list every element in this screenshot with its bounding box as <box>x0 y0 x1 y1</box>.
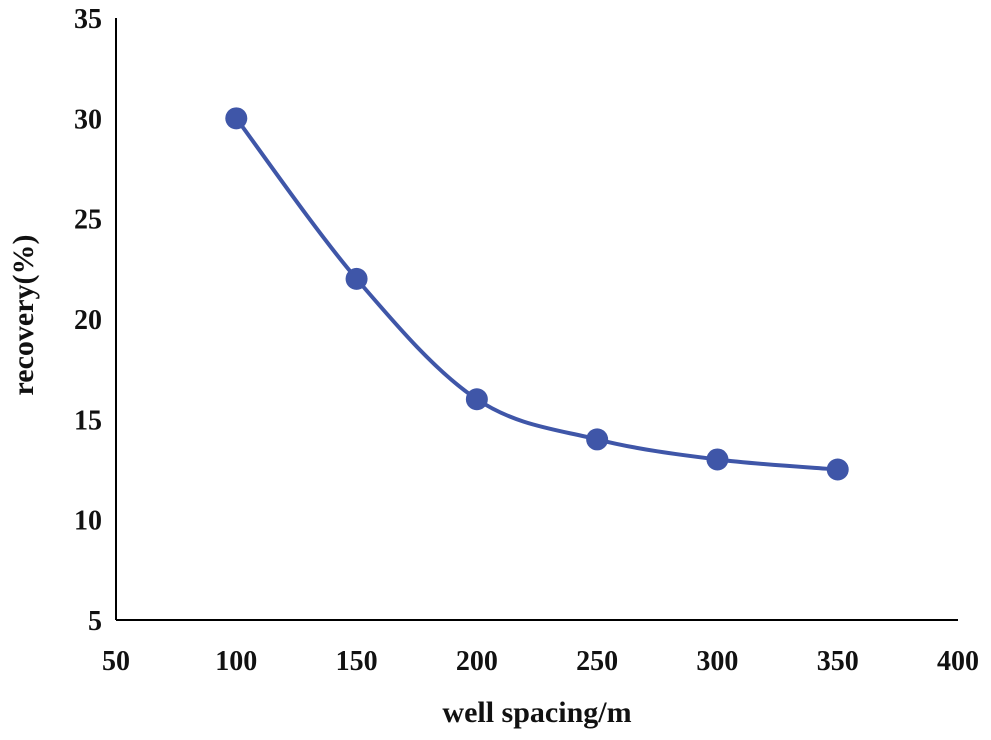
y-tick-labels: 5 10 15 20 25 30 35 <box>74 4 102 637</box>
x-tick-labels: 50 100 150 200 250 300 350 400 <box>102 646 979 677</box>
x-tick-label: 250 <box>576 646 618 677</box>
x-tick-label: 100 <box>215 646 257 677</box>
y-tick-label: 20 <box>74 305 102 336</box>
x-tick-label: 200 <box>456 646 498 677</box>
x-tick-label: 400 <box>937 646 979 677</box>
data-point <box>826 458 849 481</box>
data-point <box>465 388 488 411</box>
y-axis-title: recovery(%) <box>7 234 40 395</box>
x-tick-label: 300 <box>696 646 738 677</box>
data-point <box>706 448 729 471</box>
data-point <box>225 107 248 130</box>
y-tick-label: 5 <box>88 606 102 637</box>
x-tick-label: 150 <box>336 646 378 677</box>
series-layer <box>225 107 849 481</box>
x-tick-label: 50 <box>102 646 130 677</box>
data-point <box>586 428 609 451</box>
y-tick-label: 30 <box>74 104 102 135</box>
y-tick-label: 25 <box>74 205 102 236</box>
series-line <box>234 117 838 472</box>
data-point <box>345 267 368 290</box>
y-tick-label: 35 <box>74 4 102 35</box>
x-tick-label: 350 <box>817 646 859 677</box>
x-axis-title: well spacing/m <box>442 696 631 729</box>
y-tick-label: 15 <box>74 405 102 436</box>
y-tick-label: 10 <box>74 506 102 537</box>
